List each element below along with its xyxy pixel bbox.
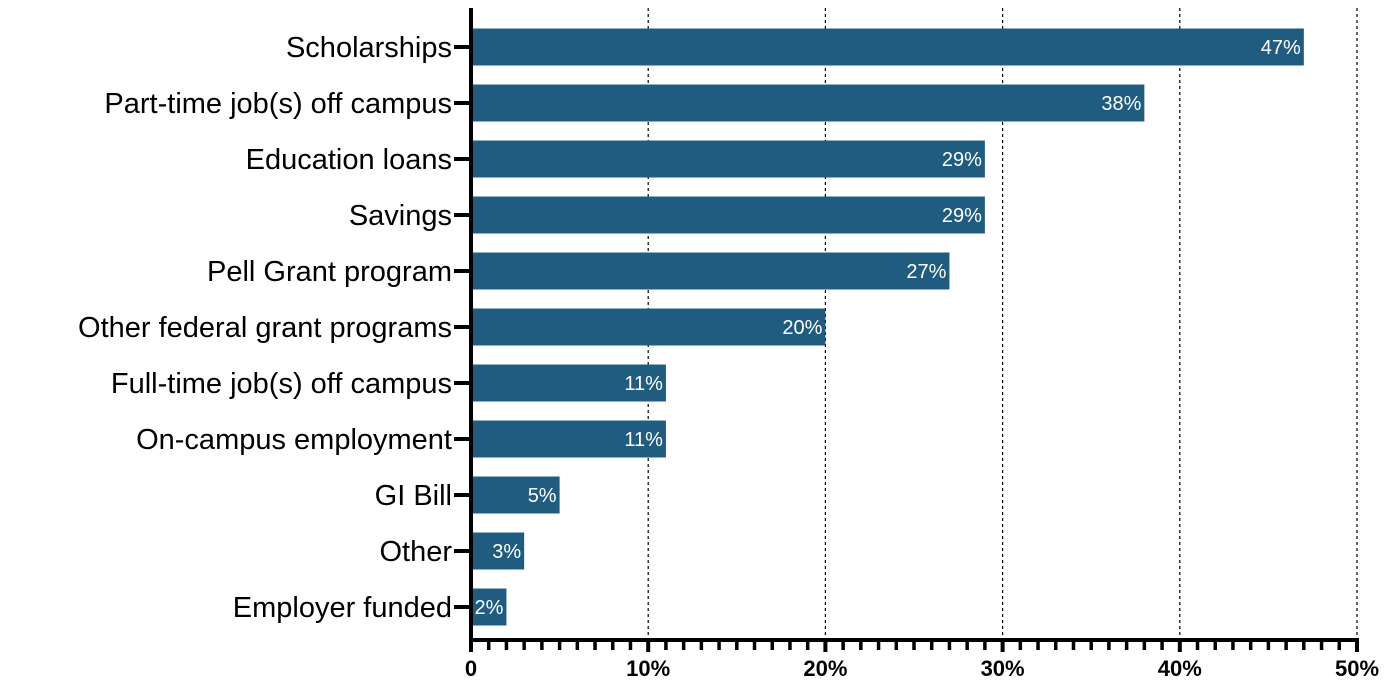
category-label-4: Pell Grant program (207, 256, 452, 288)
bar-10 (471, 588, 507, 626)
value-label-7: 11% (624, 429, 663, 451)
x-tick-label-2: 20% (803, 656, 847, 681)
category-label-5: Other federal grant programs (78, 312, 452, 344)
value-label-8: 5% (528, 485, 557, 507)
bar-7 (471, 420, 666, 458)
value-label-9: 3% (492, 541, 521, 563)
bar-4 (471, 252, 950, 290)
bars (471, 28, 1304, 626)
bar-2 (471, 140, 985, 178)
value-label-10: 2% (475, 597, 504, 619)
value-label-0: 47% (1261, 37, 1301, 59)
category-label-8: GI Bill (375, 480, 452, 512)
bar-6 (471, 364, 666, 402)
category-label-10: Employer funded (233, 592, 452, 624)
category-label-0: Scholarships (286, 32, 452, 64)
value-label-4: 27% (906, 261, 946, 283)
bar-1 (471, 84, 1145, 122)
x-tick-label-5: 50% (1335, 656, 1379, 681)
x-tick-label-4: 40% (1158, 656, 1202, 681)
value-labels: 47% 38% 29% 29% 27% 20% 11% 11% 5% 3% 2% (475, 37, 1302, 619)
y-axis: Scholarships Part-time job(s) off campus E… (78, 8, 473, 642)
bar-0 (471, 28, 1304, 66)
category-label-2: Education loans (246, 144, 452, 176)
category-label-7: On-campus employment (136, 424, 452, 456)
value-label-6: 11% (624, 373, 663, 395)
bar-3 (471, 196, 985, 234)
x-tick-label-3: 30% (981, 656, 1025, 681)
x-tick-label-1: 10% (626, 656, 670, 681)
bar-9 (471, 532, 525, 570)
bar-8 (471, 476, 560, 514)
value-label-5: 20% (782, 317, 822, 339)
value-label-2: 29% (942, 149, 982, 171)
category-label-6: Full-time job(s) off campus (111, 368, 452, 400)
bar-5 (471, 308, 826, 346)
category-label-9: Other (379, 536, 452, 568)
value-label-1: 38% (1101, 93, 1141, 115)
x-axis: 0 10% 20% 30% 40% 50% (465, 638, 1379, 681)
x-tick-label-0: 0 (465, 656, 477, 681)
value-label-3: 29% (942, 205, 982, 227)
category-label-1: Part-time job(s) off campus (104, 88, 452, 120)
category-label-3: Savings (349, 200, 452, 232)
